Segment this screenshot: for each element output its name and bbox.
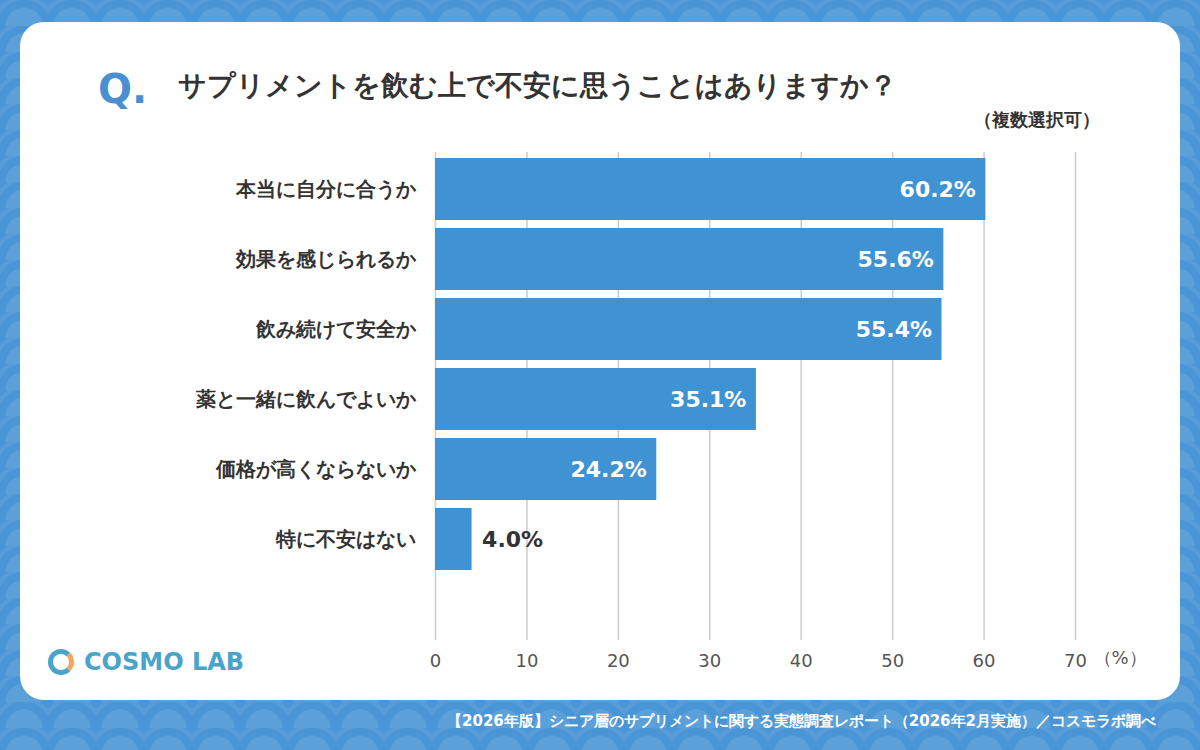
svg-text:40: 40 (790, 650, 813, 671)
svg-text:4.0%: 4.0% (482, 527, 543, 552)
svg-text:薬と一緒に飲んでよいか: 薬と一緒に飲んでよいか (195, 387, 417, 411)
svg-text:価格が高くならないか: 価格が高くならないか (215, 457, 417, 481)
html-text:Q.: Q. (98, 66, 148, 112)
html-text:サプリメントを飲む上で不安に思うことはありますか？: サプリメントを飲む上で不安に思うことはありますか？ (178, 69, 897, 102)
svg-text:55.6%: 55.6% (858, 247, 934, 272)
svg-text:55.4%: 55.4% (856, 317, 932, 342)
svg-text:60.2%: 60.2% (900, 177, 976, 202)
svg-text:0: 0 (430, 650, 441, 671)
svg-text:特に不安はない: 特に不安はない (275, 527, 416, 551)
html-text:【2026年版】シニア層のサプリメントに関する実態調査レポー: 【2026年版】シニア層のサプリメントに関する実態調査レポート（2026年2月実… (447, 712, 1156, 730)
svg-text:70: 70 (1064, 650, 1087, 671)
svg-text:30: 30 (698, 650, 721, 671)
svg-text:50: 50 (881, 650, 904, 671)
svg-text:飲み続けて安全か: 飲み続けて安全か (255, 317, 417, 341)
svg-text:20: 20 (607, 650, 630, 671)
svg-text:（%）: （%） (1094, 647, 1147, 668)
html-text:（複数選択可）: （複数選択可） (974, 109, 1100, 130)
svg-text:24.2%: 24.2% (570, 457, 646, 482)
svg-text:効果を感じられるか: 効果を感じられるか (235, 247, 417, 271)
svg-text:本当に自分に合うか: 本当に自分に合うか (235, 177, 417, 201)
svg-text:35.1%: 35.1% (670, 387, 746, 412)
svg-text:10: 10 (515, 650, 538, 671)
svg-text:60: 60 (973, 650, 996, 671)
html-text:COSMO LAB: COSMO LAB (84, 648, 245, 676)
